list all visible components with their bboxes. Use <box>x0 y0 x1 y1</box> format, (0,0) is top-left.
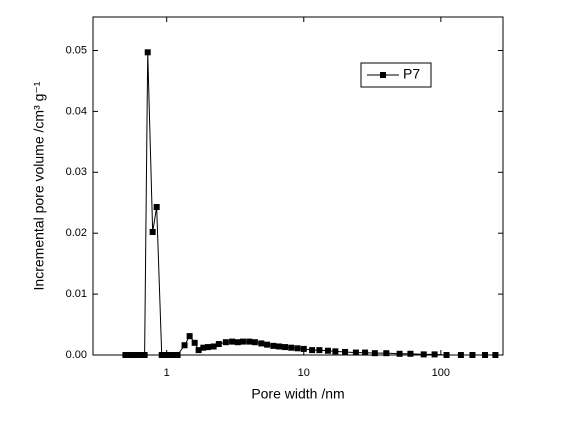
data-point <box>204 344 211 351</box>
data-point <box>300 345 307 352</box>
data-point <box>332 348 339 355</box>
data-point <box>443 352 450 358</box>
data-point <box>195 347 202 354</box>
data-point <box>276 343 283 350</box>
plot-frame <box>92 16 504 356</box>
data-point <box>174 352 181 358</box>
data-point <box>282 344 289 351</box>
data-point <box>141 352 148 358</box>
y-tick-label: 0.00 <box>66 349 87 361</box>
data-point <box>482 352 489 358</box>
x-tick-label: 1 <box>164 367 170 379</box>
data-point <box>239 338 246 345</box>
data-point <box>352 349 359 356</box>
x-tick-label: 10 <box>298 367 310 379</box>
legend-label: P7 <box>403 66 420 82</box>
data-point <box>420 351 427 358</box>
x-tick-label: 100 <box>432 367 450 379</box>
data-point <box>324 347 331 354</box>
data-point <box>191 339 198 346</box>
data-point <box>149 228 156 235</box>
data-point <box>222 339 229 346</box>
data-point <box>133 352 140 358</box>
data-point <box>229 338 236 345</box>
data-point <box>128 352 135 358</box>
data-point <box>407 350 414 357</box>
y-tick-label: 0.04 <box>66 105 87 117</box>
data-point <box>371 350 378 357</box>
data-point <box>309 347 316 354</box>
data-point <box>158 352 165 358</box>
data-point <box>210 343 217 350</box>
data-point <box>492 352 499 358</box>
data-point <box>153 204 160 211</box>
data-point <box>215 341 222 348</box>
y-tick-label: 0.01 <box>66 288 87 300</box>
series-line <box>125 52 496 356</box>
data-point <box>144 49 151 56</box>
y-axis-label: Incremental pore volume /cm³ g⁻¹ <box>31 81 47 290</box>
data-point <box>234 339 241 346</box>
data-point <box>294 345 301 352</box>
data-point <box>264 341 271 348</box>
data-point <box>362 349 369 356</box>
y-tick-label: 0.03 <box>66 166 87 178</box>
data-point <box>251 339 258 346</box>
data-point <box>457 352 464 358</box>
x-axis-label: Pore width /nm <box>251 386 344 402</box>
data-point <box>342 348 349 355</box>
data-point <box>246 338 253 345</box>
data-point <box>169 352 176 358</box>
data-point <box>431 351 438 358</box>
y-tick-label: 0.05 <box>66 44 87 56</box>
data-point <box>396 350 403 357</box>
data-point <box>200 344 207 351</box>
data-point <box>383 350 390 357</box>
data-point <box>316 347 323 354</box>
data-point <box>288 344 295 351</box>
data-point <box>270 342 277 349</box>
y-tick-label: 0.02 <box>66 227 87 239</box>
data-point <box>186 333 193 340</box>
data-point <box>163 352 170 358</box>
legend-marker <box>380 72 386 78</box>
data-point <box>469 352 476 358</box>
data-point <box>138 352 145 358</box>
data-point <box>122 352 129 358</box>
data-point <box>258 340 265 347</box>
data-point <box>181 342 188 349</box>
